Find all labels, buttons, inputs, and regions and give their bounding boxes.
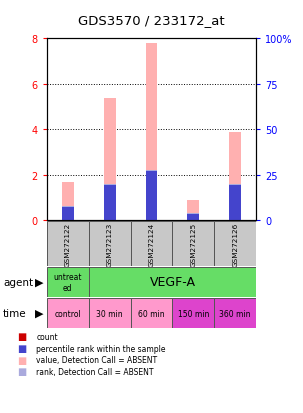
Text: ■: ■	[17, 343, 26, 353]
Bar	[188, 200, 199, 221]
Bar	[229, 185, 241, 221]
Text: 360 min: 360 min	[219, 309, 251, 318]
Text: GSM272122: GSM272122	[65, 222, 71, 266]
Text: time: time	[3, 308, 27, 318]
Bar	[146, 217, 157, 221]
Text: 60 min: 60 min	[138, 309, 165, 318]
Text: 150 min: 150 min	[178, 309, 209, 318]
Text: GDS3570 / 233172_at: GDS3570 / 233172_at	[78, 14, 225, 27]
Text: value, Detection Call = ABSENT: value, Detection Call = ABSENT	[36, 355, 158, 364]
Bar	[131, 298, 172, 328]
Bar	[104, 185, 115, 221]
Text: ■: ■	[17, 366, 26, 376]
Bar	[229, 217, 241, 221]
Bar	[47, 222, 89, 266]
Bar	[89, 222, 131, 266]
Text: 30 min: 30 min	[96, 309, 123, 318]
Text: ■: ■	[17, 332, 26, 342]
Bar	[214, 222, 256, 266]
Text: untreat
ed: untreat ed	[54, 273, 82, 292]
Text: count: count	[36, 332, 58, 341]
Bar	[146, 171, 157, 221]
Bar	[229, 185, 241, 221]
Text: ▶: ▶	[35, 308, 44, 318]
Bar	[172, 222, 214, 266]
Bar	[104, 98, 115, 221]
Text: VEGF-A: VEGF-A	[149, 276, 195, 289]
Text: rank, Detection Call = ABSENT: rank, Detection Call = ABSENT	[36, 367, 154, 376]
Text: control: control	[55, 309, 81, 318]
Bar	[104, 185, 115, 221]
Bar	[89, 298, 131, 328]
Bar	[89, 267, 256, 297]
Text: GSM272125: GSM272125	[190, 222, 196, 266]
Bar	[62, 212, 74, 221]
Text: GSM272124: GSM272124	[148, 222, 155, 266]
Bar	[62, 206, 74, 221]
Bar	[62, 182, 74, 221]
Bar	[62, 207, 74, 221]
Bar	[146, 44, 157, 221]
Bar	[188, 214, 199, 221]
Bar	[146, 172, 157, 221]
Text: ■: ■	[17, 355, 26, 365]
Bar	[188, 216, 199, 221]
Bar	[188, 215, 199, 221]
Bar	[131, 222, 172, 266]
Text: ▶: ▶	[35, 277, 44, 287]
Bar	[214, 298, 256, 328]
Text: agent: agent	[3, 277, 33, 287]
Bar	[47, 267, 89, 297]
Text: percentile rank within the sample: percentile rank within the sample	[36, 344, 166, 353]
Text: GSM272123: GSM272123	[107, 222, 113, 266]
Bar	[47, 298, 89, 328]
Text: GSM272126: GSM272126	[232, 222, 238, 266]
Bar	[172, 298, 214, 328]
Bar	[229, 132, 241, 221]
Bar	[104, 218, 115, 221]
